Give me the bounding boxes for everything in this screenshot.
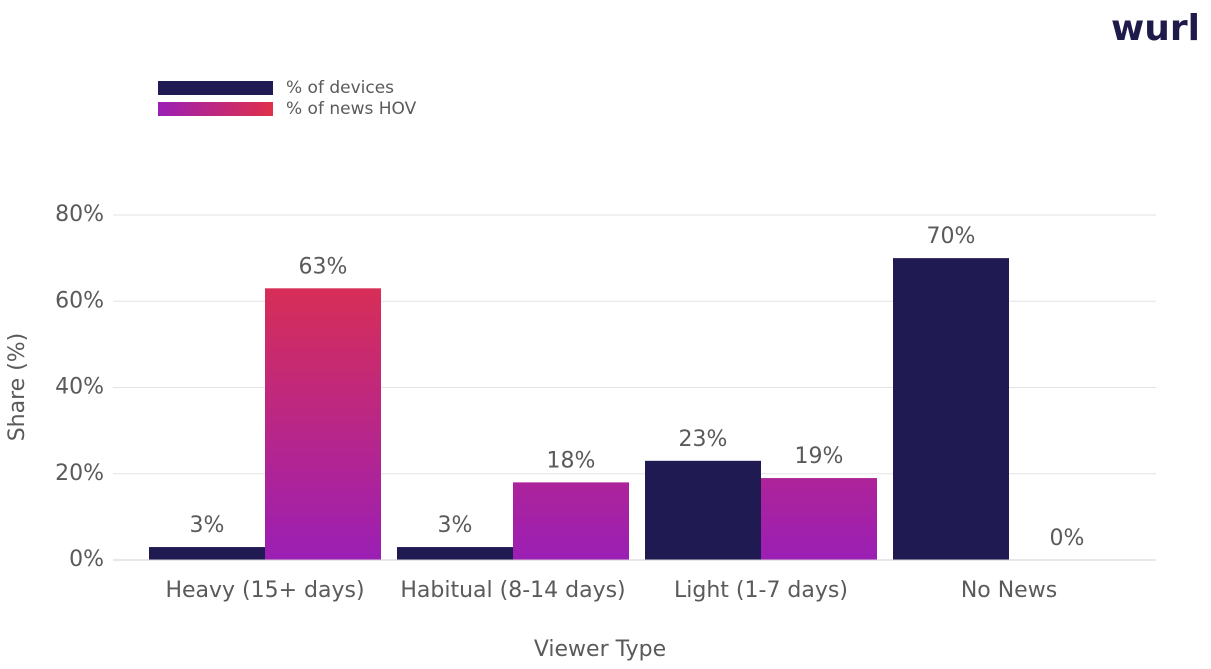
y-tick-label: 80% [55,202,104,227]
x-tick-label: Habitual (8-14 days) [400,578,625,603]
bar [761,478,877,560]
bar [149,547,265,560]
value-label: 18% [547,448,596,473]
y-axis-label: Share (%) [5,333,30,442]
y-tick-label: 0% [69,547,104,572]
value-label: 0% [1050,526,1085,551]
bar [513,482,629,560]
y-tick-label: 60% [55,288,104,313]
y-tick-label: 20% [55,461,104,486]
logo: wurl [1111,8,1200,49]
legend-label: % of news HOV [286,99,417,119]
legend-swatch [158,102,273,116]
bar [265,288,381,560]
bar [893,258,1009,560]
value-label: 63% [299,254,348,279]
x-tick-label: Heavy (15+ days) [165,578,364,603]
value-label: 23% [679,427,728,452]
bar [645,460,761,560]
x-tick-label: Light (1-7 days) [674,578,848,603]
value-label: 19% [795,444,844,469]
legend-label: % of devices [286,78,394,98]
value-label: 70% [927,224,976,249]
legend-swatch [158,81,273,95]
value-label: 3% [438,513,473,538]
x-tick-label: No News [961,578,1057,603]
value-label: 3% [190,513,225,538]
y-tick-label: 40% [55,375,104,400]
bar [397,547,513,560]
x-axis-label: Viewer Type [534,637,666,662]
